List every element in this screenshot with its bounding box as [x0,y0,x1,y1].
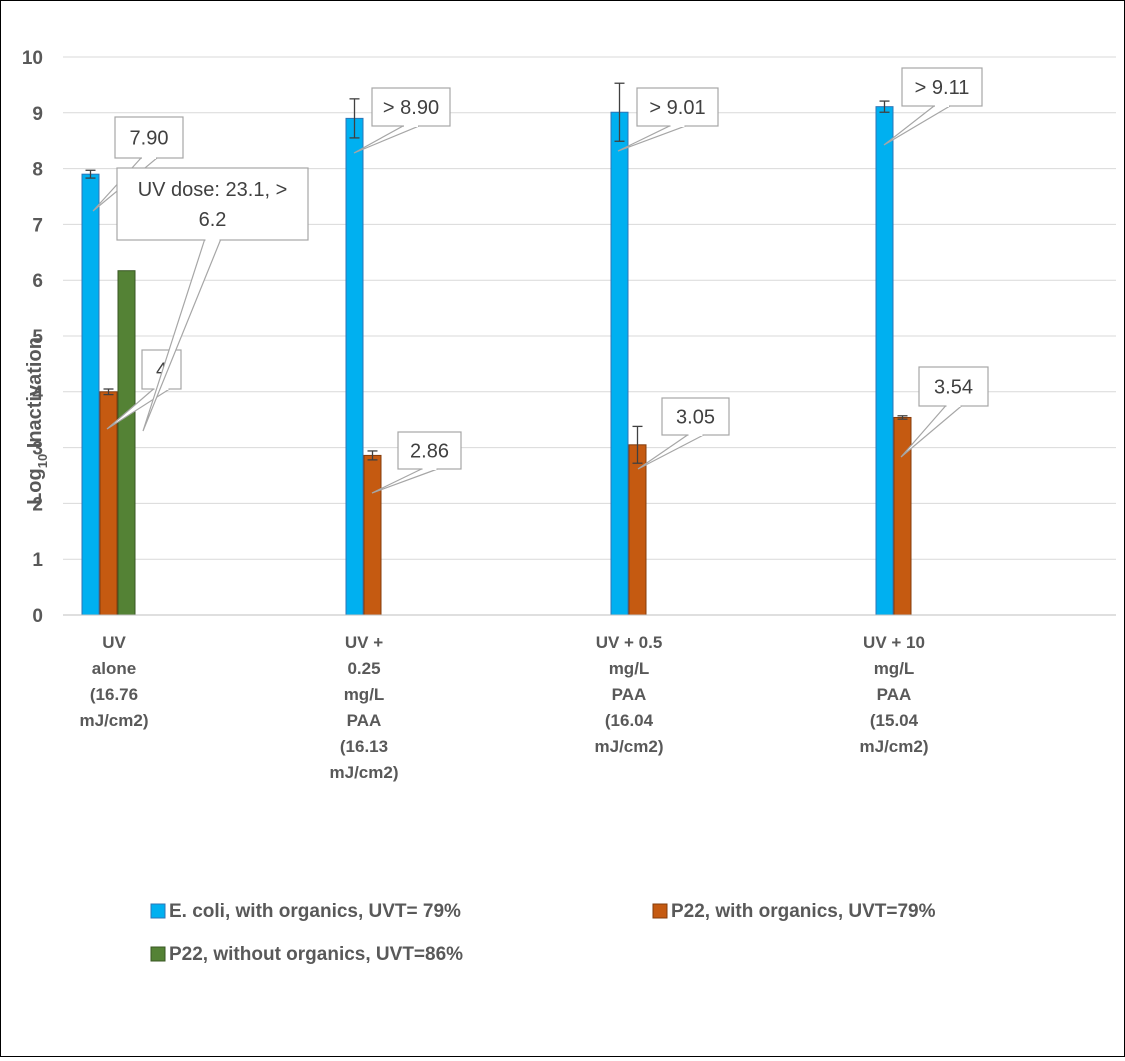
data-label: 7.90 [130,128,169,150]
bar [81,173,100,616]
x-tick-label: mJ/cm2) [330,763,399,782]
y-tick-label: 10 [22,48,43,69]
y-axis-title-part: Inactivation [24,337,46,454]
legend-swatch [652,903,668,919]
y-tick-label: 8 [32,160,43,181]
x-tick-label: PAA [347,711,382,730]
data-label: > 8.90 [383,97,439,119]
callout-box [114,116,184,159]
data-label: > 9.01 [649,97,705,119]
y-tick-label: 3 [32,439,43,460]
callout-leader [637,434,704,470]
bars [81,82,912,616]
x-tick-label: (16.04 [605,711,654,730]
bar [345,117,364,616]
data-label: 2.86 [410,441,449,463]
legend-label: E. coli, with organics, UVT= 79% [169,901,461,922]
data-label: UV dose: 23.1, > [138,179,288,201]
x-tick-label: mg/L [609,659,650,678]
x-tick-label: (15.04 [870,711,919,730]
y-tick-label: 7 [32,215,43,236]
data-labels: 7.90 > 8.90 > 9.01 > 9.11 4 2.86 3.05 3.54 UV do… [92,67,989,494]
data-label: 4 [156,360,167,382]
y-tick-label: 5 [32,327,43,348]
callout-leader [371,468,438,494]
legend-swatch [150,946,166,962]
bar [628,444,647,616]
callout-box [116,167,309,241]
x-tick-label: alone [92,659,136,678]
x-tick-label: 0.25 [347,659,380,678]
legend: E. coli, with organics, UVT= 79% P22, wit… [150,901,936,965]
x-tick-label: UV + 0.5 [596,633,663,652]
y-axis-title-subscript: 10 [35,454,50,468]
bar [363,454,382,616]
y-tick-label: 6 [32,271,43,292]
callout-box [636,87,719,127]
y-tick-label: 4 [32,383,43,404]
data-label: > 9.11 [915,77,970,99]
x-tick-label: PAA [612,685,647,704]
x-tick-label: UV + 10 [863,633,925,652]
x-tick-label: UV + [345,633,383,652]
callout-box [371,87,451,127]
legend-label: P22, with organics, UVT=79% [671,901,936,922]
y-axis-title: Log10 Inactivation [24,337,50,505]
x-tick-label: mJ/cm2) [80,711,149,730]
x-tick-label: (16.13 [340,737,388,756]
y-tick-label: 9 [32,104,43,125]
bar [99,391,118,616]
legend-label: P22, without organics, UVT=86% [169,944,463,965]
x-tick-label: mg/L [874,659,915,678]
legend-swatch [150,903,166,919]
callout-leader [883,105,953,146]
y-tick-label: 1 [32,550,43,571]
data-label: 6.2 [199,209,227,231]
bar [875,106,894,616]
y-tick-label: 0 [32,606,43,627]
x-tick-label: PAA [877,685,912,704]
x-tick-label: mJ/cm2) [595,737,664,756]
callout-box [901,67,983,107]
callout-leader [353,125,420,154]
bar [610,111,629,616]
data-label: 3.05 [676,407,715,429]
callout-box [918,366,989,407]
callout-box [397,431,462,470]
y-axis-title-part: Log [24,468,46,505]
data-label: 3.54 [934,377,973,399]
x-tick-label: (16.76 [90,685,138,704]
x-tick-label: mg/L [344,685,385,704]
x-tick-label: UV [102,633,126,652]
x-tick-label: mJ/cm2) [860,737,929,756]
bar [117,270,136,616]
y-tick-label: 2 [32,494,43,515]
gridlines [63,56,1116,616]
bar [893,416,912,616]
